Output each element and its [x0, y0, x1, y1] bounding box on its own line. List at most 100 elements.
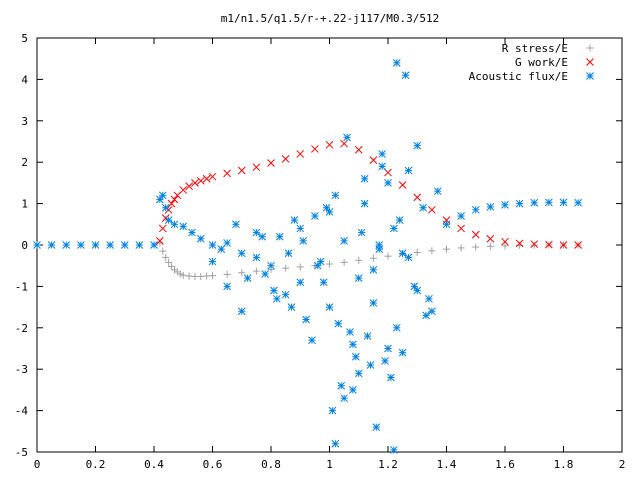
data-point [343, 133, 351, 142]
y-tick-label: -4 [15, 405, 29, 418]
x-tick-label: 0 [34, 458, 41, 471]
data-point [366, 361, 375, 369]
axis-ticks: 0 0.2 0.4 0.6 0.8 1 1.2 1.4 1.6 1.8 2 -5 -4 -3 -2 -1 0 1 2… [15, 32, 626, 471]
data-point [331, 439, 340, 448]
y-tick-label: 1 [21, 198, 28, 211]
data-point [381, 357, 389, 365]
data-point [486, 203, 495, 211]
data-point [457, 224, 465, 233]
data-point [196, 176, 205, 185]
data-point [267, 159, 275, 167]
data-point [326, 260, 333, 268]
series-0 [156, 239, 582, 280]
data-point [223, 169, 231, 178]
data-point [530, 241, 538, 249]
data-point [545, 198, 553, 207]
data-point [158, 224, 167, 233]
data-point [135, 241, 144, 249]
data-point [360, 199, 369, 208]
data-point [209, 272, 216, 280]
data-point [208, 257, 217, 266]
data-point [252, 267, 260, 275]
data-point [170, 220, 179, 229]
data-point [243, 274, 252, 282]
series-1 [155, 139, 582, 249]
data-point [47, 241, 56, 249]
data-point [188, 228, 196, 237]
data-point [258, 232, 267, 241]
data-point [223, 282, 231, 291]
data-point [120, 241, 129, 249]
data-point [457, 212, 465, 220]
data-point [559, 241, 568, 249]
y-tick-label: 5 [21, 32, 28, 45]
data-point [384, 344, 392, 353]
data-point [413, 248, 421, 256]
data-point [389, 446, 398, 454]
data-point [472, 243, 480, 251]
x-tick-label: 1.6 [495, 458, 515, 471]
data-point [398, 249, 407, 258]
data-point [176, 270, 184, 278]
data-point [471, 230, 480, 239]
data-point [290, 216, 299, 225]
data-point [325, 140, 334, 149]
data-point [340, 258, 348, 266]
data-point [232, 220, 240, 229]
x-tick-label: 0.6 [203, 458, 223, 471]
data-point [197, 272, 205, 280]
data-point [150, 241, 158, 249]
data-point [471, 205, 480, 214]
data-point [369, 299, 378, 307]
y-tick-label: 4 [21, 73, 28, 86]
data-point [208, 241, 217, 249]
data-point [165, 258, 173, 266]
data-point [267, 261, 275, 270]
data-point [223, 239, 231, 247]
data-point [191, 272, 199, 280]
data-point [311, 212, 319, 220]
data-point [328, 406, 337, 415]
data-point [238, 269, 246, 277]
data-point [357, 228, 366, 237]
data-point [486, 234, 495, 243]
data-point [354, 274, 363, 282]
data-point [428, 205, 436, 214]
data-point [392, 58, 401, 67]
data-point [501, 200, 509, 209]
data-point [340, 237, 348, 245]
data-point [158, 191, 167, 200]
data-point [272, 294, 281, 303]
data-point [375, 241, 384, 249]
data-point [223, 270, 231, 278]
data-point [530, 240, 539, 249]
data-point [515, 199, 524, 208]
data-point [164, 216, 173, 225]
data-point [252, 253, 261, 262]
data-point [217, 245, 226, 253]
data-point [559, 198, 568, 207]
data-point [389, 224, 398, 233]
data-point [349, 340, 357, 349]
data-point [196, 234, 205, 243]
data-point [159, 247, 167, 255]
data-point [322, 203, 331, 212]
data-point [413, 286, 422, 295]
data-point [360, 174, 369, 183]
data-point [337, 381, 346, 390]
data-point [413, 141, 422, 150]
data-point [354, 369, 363, 378]
legend-label: R stress/E [502, 42, 568, 55]
x-tick-label: 1.2 [378, 458, 398, 471]
y-tick-label: 2 [21, 156, 28, 169]
data-point [308, 336, 316, 345]
data-point [428, 247, 436, 255]
data-point [401, 71, 410, 80]
data-point [384, 168, 392, 177]
data-point [340, 139, 348, 148]
data-point [161, 203, 170, 212]
data-point [281, 290, 290, 299]
data-point [334, 319, 343, 328]
data-point [179, 186, 188, 194]
data-point [398, 181, 407, 189]
